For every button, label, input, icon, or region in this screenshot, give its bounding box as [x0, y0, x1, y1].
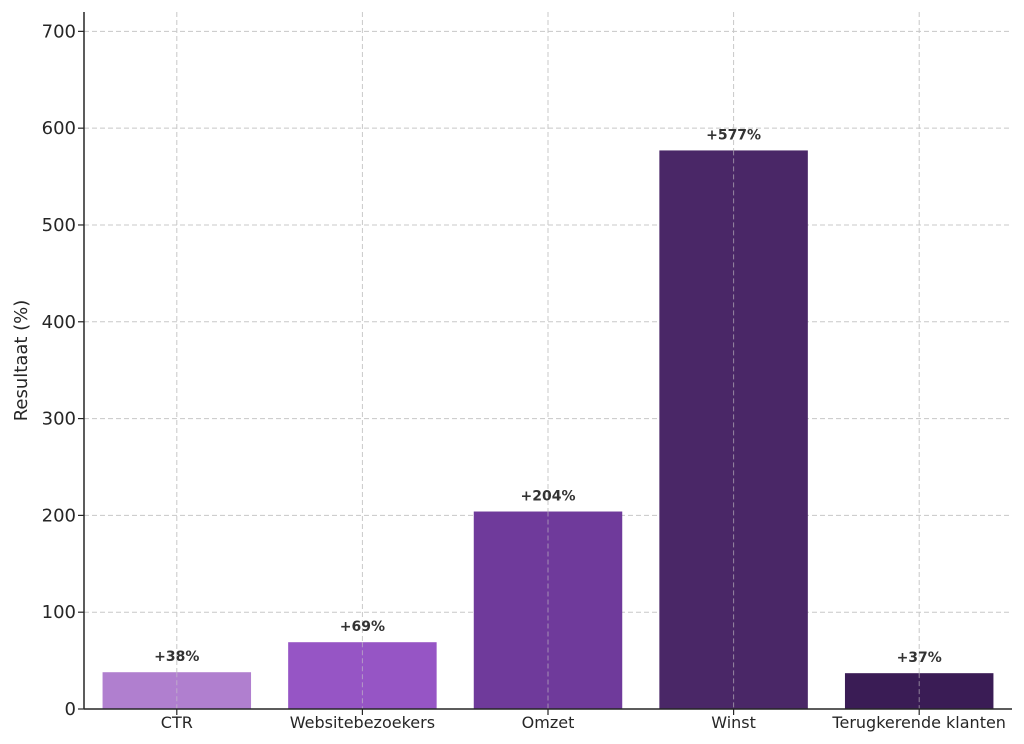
x-tick-label: CTR [161, 713, 193, 732]
y-tick-label: 700 [42, 21, 76, 42]
y-tick-label: 300 [42, 409, 76, 430]
y-tick-label: 500 [42, 215, 76, 236]
y-tick-label: 200 [42, 505, 76, 526]
data-label: +577% [706, 127, 761, 143]
data-label: +69% [340, 619, 385, 635]
x-tick-label: Winst [711, 713, 756, 732]
y-axis-title: Resultaat (%) [11, 300, 32, 422]
data-label: +204% [521, 489, 576, 505]
x-tick-label: Websitebezoekers [290, 713, 435, 732]
data-label: +37% [897, 650, 942, 666]
bars [102, 150, 994, 709]
x-tick-label: Omzet [522, 713, 575, 732]
y-tick-label: 0 [65, 699, 76, 720]
y-axis-ticks: 0 100 200 300 400 500 600 700 [42, 21, 84, 720]
data-labels: +38% +69% +204% +577% +37% [154, 127, 942, 666]
x-axis-ticks: CTR Websitebezoekers Omzet Winst Terugkerend… [161, 709, 1006, 732]
x-tick-label: Terugkerende klanten [831, 713, 1006, 732]
y-tick-label: 600 [42, 118, 76, 139]
data-label: +38% [154, 649, 199, 665]
y-tick-label: 400 [42, 312, 76, 333]
y-tick-label: 100 [42, 602, 76, 623]
